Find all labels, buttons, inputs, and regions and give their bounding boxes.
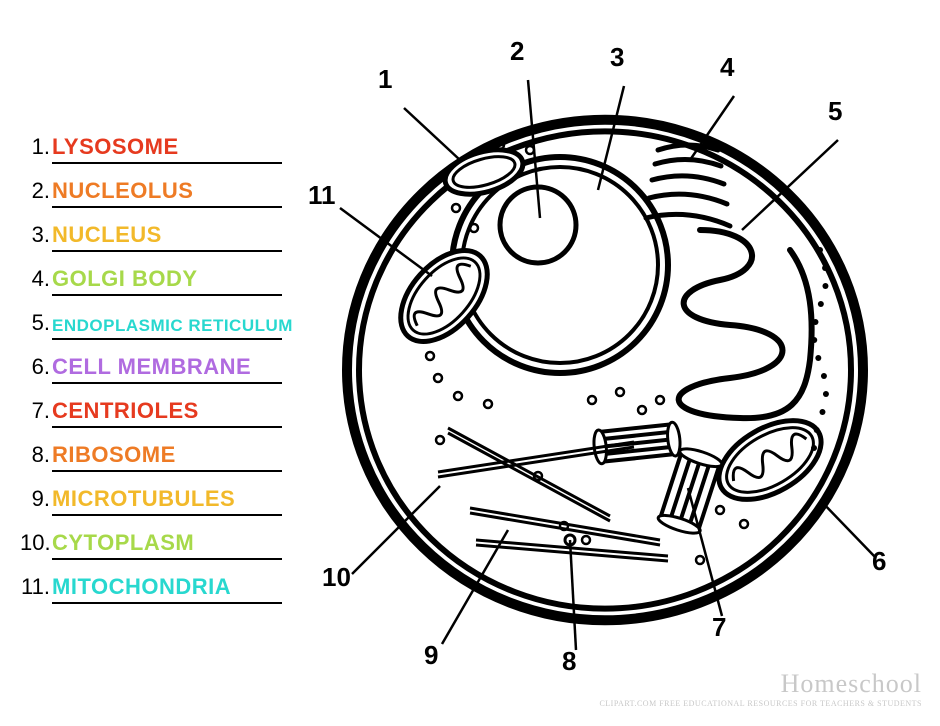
legend-number: 4. <box>20 266 52 296</box>
legend-row: 3.NUCLEUS <box>20 208 282 252</box>
diagram-number: 4 <box>720 52 734 83</box>
legend-row: 9.MICROTUBULES <box>20 472 282 516</box>
watermark-sub: CLIPART.COM FREE EDUCATIONAL RESOURCES F… <box>599 699 922 708</box>
legend-number: 10. <box>20 530 52 560</box>
legend-label: CENTRIOLES <box>52 398 282 428</box>
diagram-number: 3 <box>610 42 624 73</box>
diagram-number: 6 <box>872 546 886 577</box>
diagram-number: 9 <box>424 640 438 671</box>
legend-number: 1. <box>20 134 52 164</box>
watermark-title: Homeschool <box>599 669 922 699</box>
legend-row: 10.CYTOPLASM <box>20 516 282 560</box>
diagram-number: 8 <box>562 646 576 677</box>
legend: 1.LYSOSOME2.NUCLEOLUS3.NUCLEUS4.GOLGI BO… <box>20 120 282 604</box>
diagram-number: 5 <box>828 96 842 127</box>
legend-number: 9. <box>20 486 52 516</box>
legend-row: 4.GOLGI BODY <box>20 252 282 296</box>
diagram-number: 10 <box>322 562 351 593</box>
legend-label: GOLGI BODY <box>52 266 282 296</box>
legend-label: NUCLEUS <box>52 222 282 252</box>
legend-number: 5. <box>20 310 52 340</box>
legend-label: LYSOSOME <box>52 134 282 164</box>
legend-row: 7.CENTRIOLES <box>20 384 282 428</box>
legend-number: 6. <box>20 354 52 384</box>
legend-number: 7. <box>20 398 52 428</box>
legend-row: 1.LYSOSOME <box>20 120 282 164</box>
legend-label: CELL MEMBRANE <box>52 354 282 384</box>
diagram-number: 7 <box>712 612 726 643</box>
legend-label: ENDOPLASMIC RETICULUM <box>52 316 282 340</box>
legend-row: 6.CELL MEMBRANE <box>20 340 282 384</box>
legend-row: 2.NUCLEOLUS <box>20 164 282 208</box>
diagram-number: 11 <box>308 180 336 211</box>
legend-label: RIBOSOME <box>52 442 282 472</box>
legend-number: 3. <box>20 222 52 252</box>
legend-row: 11.MITOCHONDRIA <box>20 560 282 604</box>
legend-number: 8. <box>20 442 52 472</box>
diagram-number: 2 <box>510 36 524 67</box>
legend-row: 5.ENDOPLASMIC RETICULUM <box>20 296 282 340</box>
legend-label: MICROTUBULES <box>52 486 282 516</box>
watermark: Homeschool CLIPART.COM FREE EDUCATIONAL … <box>599 669 922 708</box>
legend-number: 11. <box>20 574 52 604</box>
legend-row: 8.RIBOSOME <box>20 428 282 472</box>
legend-label: CYTOPLASM <box>52 530 282 560</box>
legend-number: 2. <box>20 178 52 208</box>
legend-label: MITOCHONDRIA <box>52 574 282 604</box>
diagram-number: 1 <box>378 64 392 95</box>
legend-label: NUCLEOLUS <box>52 178 282 208</box>
